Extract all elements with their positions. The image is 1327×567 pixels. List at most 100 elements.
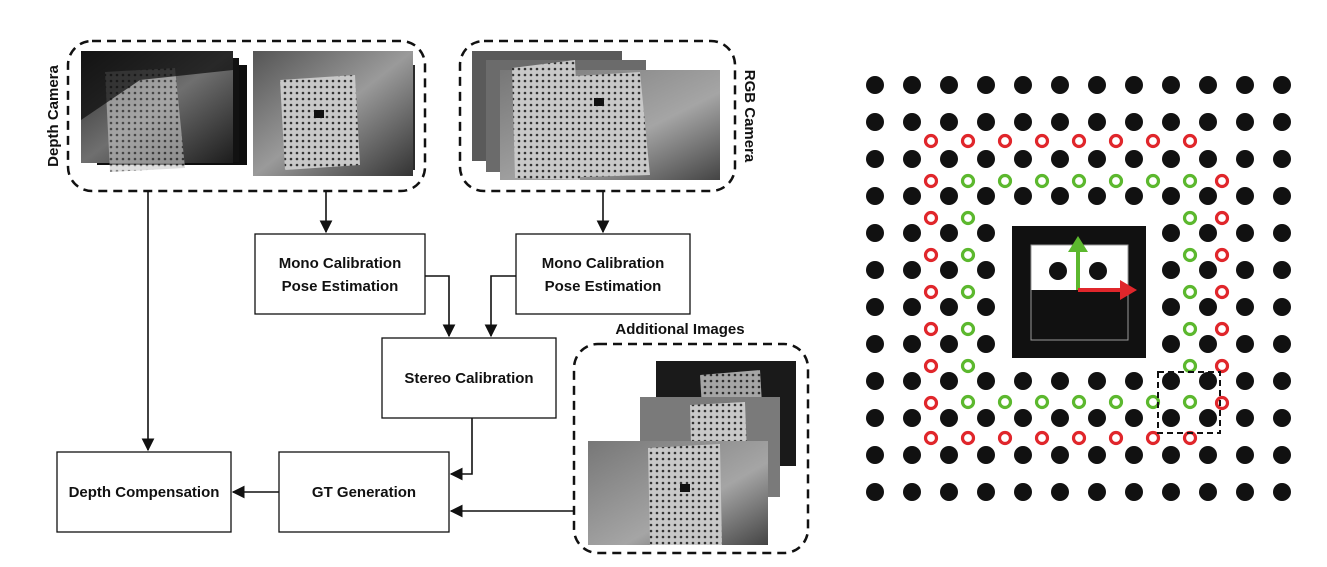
- board-dot: [1199, 335, 1217, 353]
- green-marker-ring: [1034, 394, 1050, 410]
- board-dot: [903, 298, 921, 316]
- red-marker-ring: [923, 247, 939, 263]
- board-dot: [1014, 446, 1032, 464]
- red-marker-ring: [997, 133, 1013, 149]
- depth-camera-group: [66, 39, 427, 193]
- green-marker-ring: [960, 358, 976, 374]
- board-dot: [1014, 372, 1032, 390]
- additional-image-stack: [588, 361, 796, 545]
- board-dot: [1236, 224, 1254, 242]
- board-dot: [1236, 113, 1254, 131]
- board-dot: [1088, 113, 1106, 131]
- board-dot: [1162, 409, 1180, 427]
- board-dot: [1125, 372, 1143, 390]
- gt-generation-label: GT Generation: [312, 484, 416, 501]
- rgb-camera-group: [458, 39, 737, 193]
- depth-compensation-box: [56, 451, 232, 533]
- green-marker-ring: [1108, 394, 1124, 410]
- board-dot: [1236, 483, 1254, 501]
- board-dot: [977, 224, 995, 242]
- board-dot: [940, 483, 958, 501]
- green-marker-ring: [960, 321, 976, 337]
- green-marker-ring: [1182, 210, 1198, 226]
- green-marker-ring: [1182, 394, 1198, 410]
- board-dot: [1162, 298, 1180, 316]
- board-dot: [977, 409, 995, 427]
- board-dot: [1236, 298, 1254, 316]
- board-dot: [903, 150, 921, 168]
- board-dot: [940, 298, 958, 316]
- board-dot: [866, 483, 884, 501]
- red-marker-ring: [1071, 430, 1087, 446]
- red-marker-ring: [1071, 133, 1087, 149]
- red-marker-ring: [923, 284, 939, 300]
- board-dot: [1051, 409, 1069, 427]
- board-dot: [866, 76, 884, 94]
- mono-rgb-line2: Pose Estimation: [545, 278, 662, 295]
- board-dot: [1125, 113, 1143, 131]
- red-marker-ring: [923, 358, 939, 374]
- red-marker-ring: [1108, 133, 1124, 149]
- additional-images-label: Additional Images: [615, 321, 744, 338]
- green-marker-ring: [1071, 394, 1087, 410]
- board-dot: [1199, 76, 1217, 94]
- board-dot: [1273, 335, 1291, 353]
- green-marker-ring: [960, 173, 976, 189]
- mono-rgb-line1: Mono Calibration: [542, 255, 665, 272]
- board-dot: [1273, 187, 1291, 205]
- green-marker-ring: [960, 210, 976, 226]
- depth-compensation-label: Depth Compensation: [69, 484, 220, 501]
- board-dot: [977, 446, 995, 464]
- board-dot: [1051, 76, 1069, 94]
- board-dot: [1051, 113, 1069, 131]
- board-dot: [1199, 224, 1217, 242]
- red-marker-ring: [1034, 133, 1050, 149]
- red-marker-ring: [960, 133, 976, 149]
- red-marker-ring: [1214, 210, 1230, 226]
- red-marker-ring: [1108, 430, 1124, 446]
- green-marker-ring: [1182, 173, 1198, 189]
- mono-depth-line2: Pose Estimation: [282, 278, 399, 295]
- red-marker-ring: [1214, 284, 1230, 300]
- board-dot: [903, 372, 921, 390]
- board-dot: [1088, 150, 1106, 168]
- red-marker-ring: [1214, 247, 1230, 263]
- board-dot: [866, 372, 884, 390]
- board-dot: [1199, 150, 1217, 168]
- red-marker-ring: [923, 210, 939, 226]
- red-marker-ring: [1214, 395, 1230, 411]
- board-dot: [977, 76, 995, 94]
- board-dot: [903, 76, 921, 94]
- gt-generation-box: [278, 451, 450, 533]
- green-marker-ring: [1145, 394, 1161, 410]
- rgb-camera-label: RGB Camera: [741, 70, 758, 163]
- red-marker-ring: [1182, 430, 1198, 446]
- red-marker-ring: [923, 395, 939, 411]
- board-dot: [977, 483, 995, 501]
- board-dot: [940, 409, 958, 427]
- board-dot: [1125, 446, 1143, 464]
- aruco-marker-dot-left: [1049, 262, 1067, 280]
- board-dot: [866, 335, 884, 353]
- board-dot: [1088, 446, 1106, 464]
- board-dot: [866, 187, 884, 205]
- board-dot: [1162, 372, 1180, 390]
- ir-image-stack: [253, 51, 415, 176]
- board-dot: [866, 150, 884, 168]
- board-dot: [1088, 372, 1106, 390]
- board-dot: [1236, 187, 1254, 205]
- green-marker-ring: [1145, 173, 1161, 189]
- board-dot: [866, 298, 884, 316]
- board-dot: [1162, 187, 1180, 205]
- arrow-mono-depth-to-stereo: [425, 275, 456, 338]
- board-dot: [1014, 113, 1032, 131]
- board-dot: [1273, 76, 1291, 94]
- board-dot: [866, 409, 884, 427]
- board-dot: [940, 113, 958, 131]
- board-dot: [1273, 483, 1291, 501]
- red-marker-ring: [923, 173, 939, 189]
- board-dot: [1236, 446, 1254, 464]
- stereo-calibration-box: [381, 337, 557, 419]
- board-dot: [1199, 113, 1217, 131]
- board-dot: [1162, 261, 1180, 279]
